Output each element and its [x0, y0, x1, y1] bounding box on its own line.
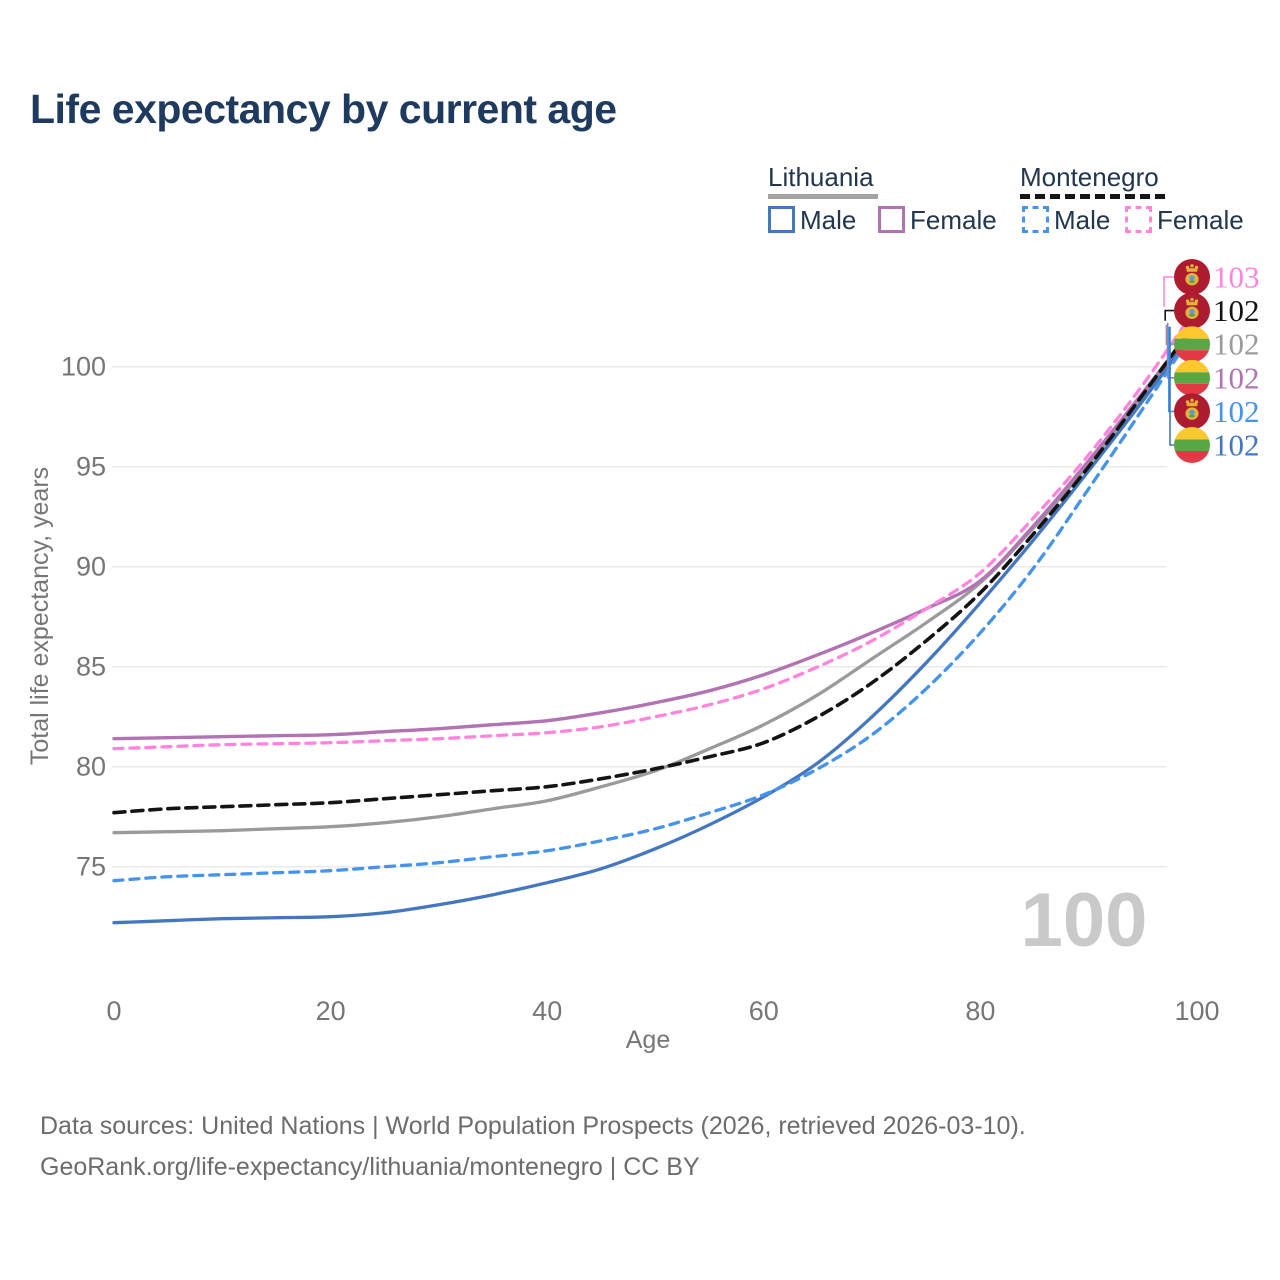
x-tick-label: 40 [532, 996, 562, 1026]
legend-item-label: Female [1157, 205, 1244, 235]
footer-data-sources: Data sources: United Nations | World Pop… [40, 1112, 1026, 1140]
y-tick-label: 75 [76, 852, 106, 882]
x-tick-label: 60 [749, 996, 779, 1026]
footer: Data sources: United Nations | World Pop… [40, 1106, 1026, 1188]
legend-country-lithuania: Lithuania [768, 162, 874, 192]
y-tick-label: 85 [76, 652, 106, 682]
x-tick-label: 100 [1174, 996, 1219, 1026]
y-tick-label: 100 [61, 352, 106, 382]
end-label-value: 102 [1213, 428, 1260, 463]
end-label-leader-line [1166, 322, 1174, 379]
end-label-value: 102 [1213, 394, 1260, 429]
x-tick-label: 80 [965, 996, 995, 1026]
series-line-lithuania-both-sexes [112, 323, 1199, 835]
end-label-leader-line [1165, 324, 1174, 345]
legend-item-lithuania-female[interactable]: Female [878, 205, 998, 235]
legend: Lithuania Male Female Montenegro Male Fe… [0, 0, 1280, 250]
legend-country-montenegro: Montenegro [1020, 162, 1159, 192]
flag-lithuania-icon [1174, 359, 1210, 396]
y-axis-title: Total life expectancy, years [26, 467, 54, 765]
legend-item-label: Male [1054, 205, 1111, 235]
legend-swatch-lithuania-female-icon [878, 206, 905, 233]
flag-montenegro-icon [1174, 393, 1210, 430]
flag-lithuania-icon [1174, 326, 1210, 363]
legend-item-label: Male [800, 205, 857, 235]
legend-item-montenegro-female[interactable]: Female [1125, 205, 1245, 235]
x-tick-label: 0 [106, 996, 121, 1026]
end-label-leader-line [1169, 326, 1174, 446]
end-label-value: 102 [1213, 293, 1260, 328]
series-line-lithuania-female [112, 321, 1199, 741]
series-line-lithuania-male [112, 325, 1199, 925]
legend-underline-dashed-icon [1020, 194, 1165, 199]
end-label-value: 102 [1213, 360, 1260, 395]
legend-underline-solid-icon [768, 194, 878, 199]
legend-item-lithuania-male[interactable]: Male [768, 205, 868, 235]
footer-attribution: GeoRank.org/life-expectancy/lithuania/mo… [40, 1153, 700, 1181]
legend-swatch-montenegro-female-icon [1125, 206, 1152, 233]
legend-item-label: Female [910, 205, 997, 235]
legend-swatch-montenegro-male-icon [1022, 206, 1049, 233]
end-label-value: 103 [1213, 260, 1260, 295]
flag-montenegro-icon [1174, 292, 1210, 329]
flag-lithuania-icon [1174, 427, 1210, 463]
flag-montenegro-icon [1174, 259, 1210, 295]
legend-swatch-lithuania-male-icon [768, 206, 795, 233]
y-tick-label: 80 [76, 752, 106, 782]
age-counter-watermark: 100 [1021, 878, 1148, 963]
y-tick-label: 90 [76, 552, 106, 582]
x-axis-title: Age [626, 1026, 670, 1054]
end-label-leader-line [1164, 309, 1174, 321]
end-label-leader-line [1168, 326, 1174, 413]
end-label-leader-line [1163, 276, 1174, 307]
series-line-montenegro-male [112, 325, 1199, 883]
series-line-montenegro-both-sexes [112, 318, 1199, 815]
end-label-value: 102 [1213, 327, 1260, 362]
series-line-montenegro-female [112, 305, 1199, 751]
gridlines [112, 365, 1167, 868]
x-tick-label: 20 [316, 996, 346, 1026]
y-tick-label: 95 [76, 452, 106, 482]
legend-item-montenegro-male[interactable]: Male [1022, 205, 1122, 235]
page-title: Life expectancy by current age [30, 86, 617, 132]
